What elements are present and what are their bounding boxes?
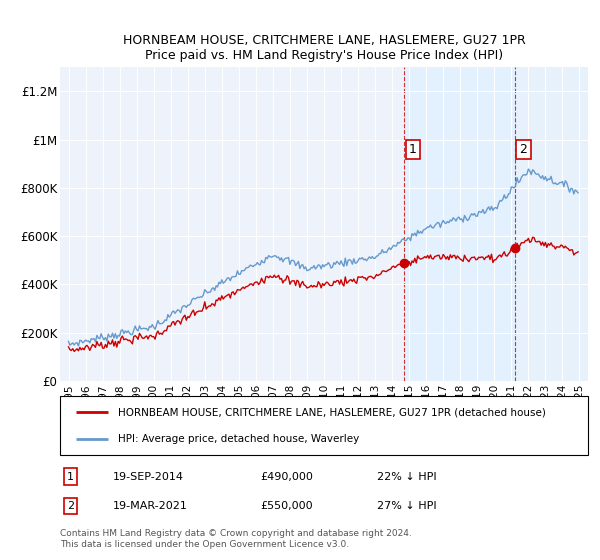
Text: £550,000: £550,000	[260, 501, 313, 511]
FancyBboxPatch shape	[60, 396, 588, 455]
Text: £490,000: £490,000	[260, 472, 314, 482]
Text: 27% ↓ HPI: 27% ↓ HPI	[377, 501, 436, 511]
Text: 2: 2	[520, 143, 527, 156]
Title: HORNBEAM HOUSE, CRITCHMERE LANE, HASLEMERE, GU27 1PR
Price paid vs. HM Land Regi: HORNBEAM HOUSE, CRITCHMERE LANE, HASLEME…	[122, 34, 526, 62]
Text: 1: 1	[409, 143, 417, 156]
Text: 2: 2	[67, 501, 74, 511]
Bar	[515, 67, 588, 381]
Bar	[404, 67, 515, 381]
Text: Contains HM Land Registry data © Crown copyright and database right 2024.
This d: Contains HM Land Registry data © Crown c…	[60, 529, 412, 549]
Text: 1: 1	[67, 472, 74, 482]
Text: HORNBEAM HOUSE, CRITCHMERE LANE, HASLEMERE, GU27 1PR (detached house): HORNBEAM HOUSE, CRITCHMERE LANE, HASLEME…	[118, 407, 546, 417]
Text: 19-MAR-2021: 19-MAR-2021	[113, 501, 188, 511]
Text: 19-SEP-2014: 19-SEP-2014	[113, 472, 184, 482]
Text: HPI: Average price, detached house, Waverley: HPI: Average price, detached house, Wave…	[118, 434, 359, 444]
Text: 22% ↓ HPI: 22% ↓ HPI	[377, 472, 436, 482]
